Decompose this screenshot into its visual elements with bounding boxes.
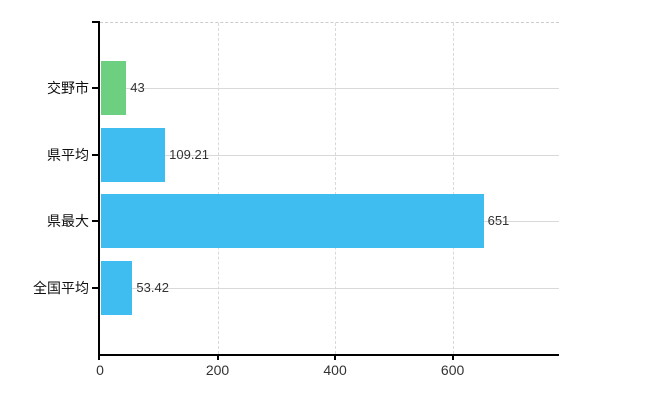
horizontal-gridline: [101, 88, 559, 90]
x-tick-label: 200: [205, 362, 230, 378]
bar-value-label: 109.21: [169, 146, 209, 162]
plot-top-border: [100, 22, 559, 23]
bar-2: [101, 194, 484, 249]
x-tick-label: 400: [323, 362, 347, 378]
horizontal-gridline: [101, 287, 559, 289]
x-axis-tick: [451, 356, 454, 360]
bar-1: [101, 127, 165, 182]
bar-3: [101, 260, 132, 315]
y-axis-tick: [92, 153, 98, 156]
bar-value-label: 53.42: [136, 279, 169, 295]
y-axis-tick: [92, 21, 98, 23]
y-axis-tick: [92, 220, 98, 223]
x-axis-tick: [334, 356, 337, 360]
y-axis-tick: [92, 286, 98, 289]
category-label: 全国平均: [33, 279, 89, 296]
bar-0: [101, 61, 126, 116]
bar-value-label: 651: [487, 213, 510, 229]
x-tick-label: 0: [96, 362, 104, 378]
vertical-gridline: [217, 23, 219, 354]
x-axis-line: [98, 354, 559, 356]
category-label: 交野市: [47, 80, 89, 97]
category-label: 県最大: [47, 213, 89, 230]
bar-value-label: 43: [130, 80, 145, 96]
x-axis-tick: [216, 356, 219, 360]
category-label: 県平均: [47, 146, 89, 163]
vertical-gridline: [452, 23, 454, 354]
vertical-gridline: [335, 23, 337, 354]
y-axis-tick: [92, 87, 98, 90]
y-axis-line: [98, 21, 100, 360]
horizontal-gridline: [101, 154, 559, 156]
x-tick-label: 600: [440, 362, 465, 378]
